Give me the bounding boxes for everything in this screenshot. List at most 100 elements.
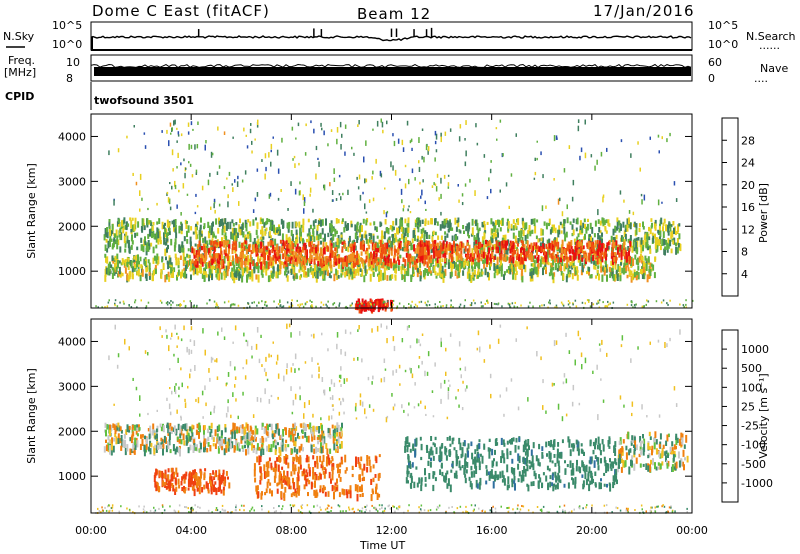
- power-cell: [318, 253, 321, 260]
- power-cell: [206, 262, 209, 269]
- power-cell: [193, 305, 195, 308]
- power-cell: [430, 243, 432, 250]
- power-cell: [389, 240, 392, 249]
- velocity-cell: [134, 437, 137, 446]
- power-cell: [338, 304, 340, 307]
- velocity-cell: [252, 430, 254, 435]
- power-cell: [112, 268, 115, 275]
- velocity-cell: [150, 442, 153, 448]
- power-cell: [281, 245, 284, 249]
- power-cell: [166, 301, 169, 304]
- power-cell: [345, 305, 347, 308]
- velocity-cell: [160, 437, 163, 442]
- power-cell: [548, 272, 551, 277]
- power-cell: [423, 234, 426, 243]
- power-cell: [568, 244, 571, 250]
- power-cell: [319, 247, 322, 255]
- power-cell: [140, 226, 143, 232]
- power-cell: [168, 198, 171, 205]
- power-cell: [368, 245, 371, 250]
- velocity-cell: [207, 428, 210, 434]
- power-cell: [579, 244, 582, 252]
- power-cell: [290, 256, 293, 260]
- power-cell: [125, 225, 128, 230]
- power-cell: [446, 220, 449, 225]
- power-cell: [146, 218, 149, 226]
- power-cell: [136, 306, 138, 309]
- power-cell: [627, 238, 630, 243]
- power-cell: [187, 122, 190, 127]
- power-cell: [532, 245, 534, 252]
- power-cell: [279, 304, 282, 307]
- power-cell: [170, 300, 172, 302]
- power-cell: [244, 170, 247, 175]
- power-cell: [381, 262, 384, 266]
- power-cell: [158, 230, 161, 239]
- power-cell: [401, 139, 404, 146]
- power-cell: [217, 126, 219, 131]
- power-cell: [450, 299, 452, 302]
- power-cell: [323, 246, 326, 255]
- power-cell: [341, 246, 344, 250]
- power-cell: [148, 229, 151, 237]
- power-cell: [582, 222, 585, 229]
- power-cell: [358, 120, 360, 125]
- power-cell: [474, 262, 476, 269]
- power-cell: [139, 256, 142, 262]
- power-cell: [646, 299, 648, 302]
- power-cell: [153, 269, 155, 276]
- power-cell: [104, 253, 107, 258]
- power-cell: [291, 239, 294, 243]
- power-cell: [244, 234, 247, 238]
- power-cell: [238, 271, 241, 279]
- power-cell: [517, 237, 520, 244]
- power-cell: [510, 265, 513, 272]
- power-cell: [296, 260, 298, 265]
- power-cell: [166, 192, 168, 196]
- velocity-cell: [277, 442, 279, 446]
- power-cell: [497, 246, 499, 254]
- power-cell: [108, 221, 111, 229]
- power-cell: [292, 243, 295, 250]
- power-cell: [188, 161, 190, 164]
- power-cell: [609, 302, 611, 305]
- power-cell: [440, 132, 442, 137]
- power-cell: [386, 300, 389, 303]
- power-cell: [377, 299, 380, 303]
- power-cell: [650, 218, 653, 222]
- power-cell: [370, 233, 373, 240]
- power-cell: [486, 241, 489, 247]
- power-cell: [312, 270, 315, 279]
- velocity-cell: [116, 426, 119, 431]
- power-cell: [548, 238, 551, 246]
- power-cell: [217, 258, 220, 264]
- power-cell: [400, 226, 403, 232]
- power-cell: [652, 235, 655, 243]
- power-cell: [394, 274, 397, 278]
- power-cell: [524, 235, 527, 241]
- power-cell: [233, 265, 236, 272]
- power-cell: [411, 147, 413, 151]
- power-cell: [512, 267, 515, 275]
- power-cell: [210, 228, 213, 233]
- power-cell: [177, 134, 180, 137]
- power-cell: [327, 246, 329, 252]
- power-cell: [265, 166, 267, 172]
- power-cell: [117, 239, 120, 245]
- power-cell: [371, 246, 374, 251]
- power-cell: [447, 174, 450, 177]
- power-cell: [207, 221, 210, 228]
- power-cell: [554, 237, 557, 241]
- velocity-cell: [132, 444, 135, 452]
- power-cell: [601, 274, 604, 282]
- velocity-cell: [236, 443, 239, 451]
- power-cell: [605, 230, 608, 234]
- power-cell: [323, 274, 326, 281]
- power-cell: [372, 260, 375, 269]
- power-cell: [500, 268, 503, 277]
- power-cell: [253, 238, 256, 243]
- power-cell: [335, 306, 337, 309]
- velocity-cell: [222, 473, 225, 481]
- power-cell: [520, 261, 523, 269]
- power-cell: [272, 255, 275, 261]
